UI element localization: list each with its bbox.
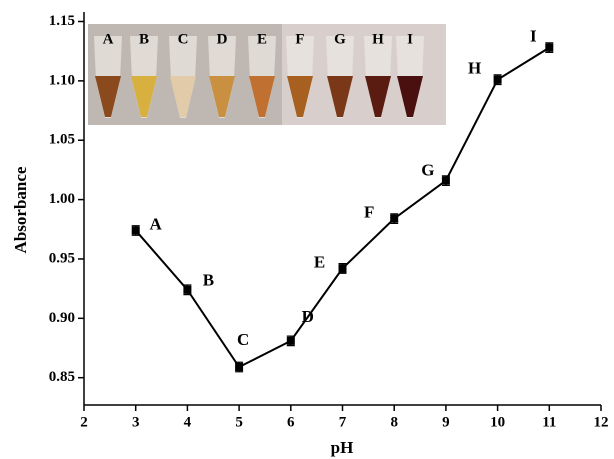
y-tick-label: 1.00 xyxy=(49,191,75,207)
point-label: G xyxy=(421,161,434,180)
data-point xyxy=(494,76,502,84)
inset-label: A xyxy=(103,31,114,47)
x-tick-label: 3 xyxy=(132,414,140,430)
chart: pH Absorbance A B C D E F G H I 0.85 0.90 0.95 1.00 1… xyxy=(0,0,614,459)
data-point xyxy=(183,286,191,294)
y-tick-label: 1.15 xyxy=(49,13,75,29)
y-tick-label: 1.05 xyxy=(49,132,75,148)
inset-label: E xyxy=(257,31,267,47)
point-label: B xyxy=(203,271,214,290)
inset-label: G xyxy=(334,31,346,47)
y-tick-label: 0.90 xyxy=(49,310,75,326)
x-tick-label: 11 xyxy=(542,414,556,430)
y-tick-label: 0.95 xyxy=(49,250,75,266)
data-point xyxy=(287,337,295,345)
data-point xyxy=(132,226,140,234)
data-point xyxy=(339,264,347,272)
point-label: C xyxy=(237,330,249,349)
data-point xyxy=(235,363,243,371)
inset-label: H xyxy=(372,31,384,47)
y-axis-title: Absorbance xyxy=(11,166,30,253)
x-axis-title: pH xyxy=(331,438,354,457)
x-tick-label: 5 xyxy=(235,414,243,430)
inset-label: I xyxy=(407,31,413,47)
x-tick-label: 4 xyxy=(184,414,192,430)
x-tick-label: 12 xyxy=(594,414,609,430)
x-tick-label: 8 xyxy=(390,414,398,430)
inset-label: B xyxy=(139,31,149,47)
x-tick-label: 6 xyxy=(287,414,295,430)
inset-label: D xyxy=(217,31,228,47)
point-label: I xyxy=(530,27,537,46)
data-point xyxy=(545,44,553,52)
data-point xyxy=(442,177,450,185)
x-tick-label: 2 xyxy=(80,414,88,430)
data-point xyxy=(390,215,398,223)
inset-label: C xyxy=(178,31,189,47)
point-label: F xyxy=(364,202,374,221)
x-tick-label: 9 xyxy=(442,414,450,430)
x-tick-label: 10 xyxy=(490,414,505,430)
y-tick-label: 1.10 xyxy=(49,72,75,88)
inset-label: F xyxy=(295,31,304,47)
point-label: D xyxy=(302,307,314,326)
point-label: H xyxy=(468,59,481,78)
x-tick-label: 7 xyxy=(339,414,347,430)
point-label: A xyxy=(150,214,163,233)
y-tick-label: 0.85 xyxy=(49,369,75,385)
point-label: E xyxy=(314,252,325,271)
